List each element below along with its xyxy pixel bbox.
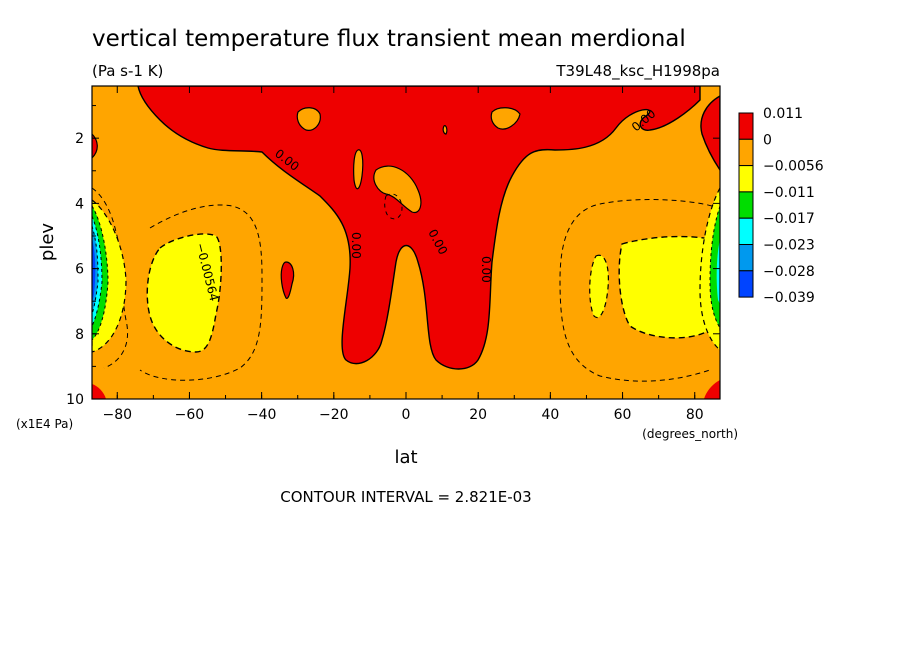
x-tick-label: 40 (541, 407, 559, 423)
x-tick-label: 80 (686, 407, 704, 423)
legend-level-label: −0.028 (763, 264, 815, 280)
contour-label-4: 0.00 (479, 256, 493, 283)
region-bottom-right (704, 380, 720, 399)
x-axis-label: lat (394, 447, 417, 468)
legend-swatch (738, 270, 754, 298)
red-hole-2 (490, 107, 521, 130)
y-tick-label: 10 (66, 392, 84, 408)
x-tick-label: 60 (614, 407, 632, 423)
legend-swatch (738, 244, 754, 272)
region-southern-midlatitude-min (146, 233, 222, 353)
region-northern-polar-min (710, 206, 720, 328)
legend-level-label: −0.017 (763, 211, 815, 227)
legend-level-label: −0.023 (763, 238, 815, 254)
x-tick-label: −20 (319, 407, 349, 423)
x-tick-label: −40 (247, 407, 277, 423)
contour-interval-label: CONTOUR INTERVAL = 2.821E-03 (280, 488, 531, 506)
red-hole-4 (373, 165, 422, 214)
red-hole-3 (353, 149, 364, 190)
region-north-edge (700, 95, 720, 172)
contour-dashed-north-outer (559, 199, 713, 382)
y-tick-label: 8 (75, 327, 84, 343)
southern-polar-contours (92, 205, 109, 341)
legend-level-label: −0.039 (763, 290, 815, 306)
x-axis-units: (degrees_north) (642, 427, 738, 441)
chart-units: (Pa s-1 K) (92, 62, 163, 80)
region-bottom-left (92, 384, 106, 399)
legend-level-label: −0.0056 (763, 159, 824, 175)
y-tick-label: 2 (75, 131, 84, 147)
region-southern-polar-min (92, 238, 96, 304)
legend-level-label: 0 (763, 132, 772, 148)
contour-label-2: 0.00 (349, 232, 363, 259)
legend-swatch (738, 112, 754, 140)
red-hole-1 (296, 107, 321, 131)
x-tick-label: 20 (469, 407, 487, 423)
y-tick-label: 6 (75, 262, 84, 278)
x-tick-label: −80 (102, 407, 132, 423)
contour-dashed-south-outer (139, 204, 263, 381)
red-hole-5 (442, 125, 448, 135)
y-axis: 2 4 6 8 10 (66, 105, 720, 408)
x-axis: −80 −60 −40 −20 0 20 40 60 80 (102, 86, 704, 423)
legend: 0.011 0 −0.0056 −0.011 −0.017 −0.023 −0.028 −0.… (738, 106, 824, 306)
x-tick-label: 0 (402, 407, 411, 423)
contour-dashed-center (384, 193, 403, 220)
legend-level-label: −0.011 (763, 185, 815, 201)
dataset-label: T39L48_ksc_H1998pa (555, 62, 720, 81)
legend-swatch (738, 217, 754, 245)
y-tick-label: 4 (75, 196, 84, 212)
y-axis-units: (x1E4 Pa) (16, 417, 73, 431)
y-axis-label: plev (37, 223, 58, 262)
legend-swatch (738, 165, 754, 193)
region-northern-yellow-blob (589, 254, 609, 319)
region-upper-tropics (137, 86, 701, 370)
legend-level-label: 0.011 (763, 106, 803, 122)
legend-swatch (738, 138, 754, 167)
legend-swatch (738, 191, 754, 219)
region-red-blob (280, 261, 295, 299)
heatmap-field (92, 86, 720, 399)
x-tick-label: −60 (175, 407, 205, 423)
region-northern-polar-cyan (716, 240, 720, 304)
chart-title: vertical temperature flux transient mean… (92, 26, 686, 52)
